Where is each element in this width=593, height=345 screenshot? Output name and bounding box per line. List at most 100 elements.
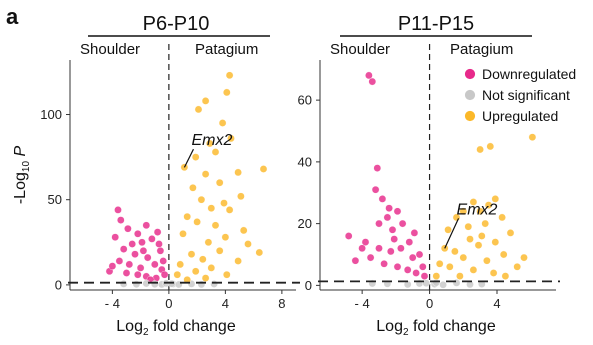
point-upregulated xyxy=(234,168,242,177)
point-upregulated xyxy=(211,221,220,230)
legend-item-downregulated: Downregulated xyxy=(464,66,576,82)
point-upregulated xyxy=(476,207,484,216)
point-downregulated xyxy=(420,272,429,280)
point-upregulated xyxy=(215,178,224,187)
point-downregulated xyxy=(368,77,377,86)
point-downregulated xyxy=(403,266,412,274)
point-downregulated xyxy=(415,250,424,259)
point-upregulated xyxy=(194,105,203,114)
point-downregulated xyxy=(418,262,427,271)
point-upregulated xyxy=(215,246,224,255)
point-not-significant xyxy=(167,279,176,288)
x-axis-title-suffix: fold change xyxy=(149,318,236,335)
point-downregulated xyxy=(397,244,405,253)
y-tick-label: 60 xyxy=(298,93,312,108)
point-upregulated xyxy=(179,229,187,238)
panel-p6-p10: P6-P10 Shoulder Patagium -Log10 P 050100… xyxy=(12,13,300,338)
point-upregulated xyxy=(477,232,486,240)
point-downregulated xyxy=(380,259,388,268)
point-upregulated xyxy=(484,201,493,209)
y-tick-label: 50 xyxy=(48,192,62,207)
point-upregulated xyxy=(176,260,184,269)
point-upregulated xyxy=(222,270,231,279)
point-upregulated xyxy=(445,262,454,271)
annotation-label: Emx2 xyxy=(191,132,232,149)
point-upregulated xyxy=(237,192,245,201)
legend-label-upregulated: Upregulated xyxy=(482,108,558,124)
point-upregulated xyxy=(204,238,213,247)
legend-label-not-significant: Not significant xyxy=(482,87,570,103)
point-upregulated xyxy=(197,195,206,204)
point-not-significant xyxy=(432,278,441,287)
point-upregulated xyxy=(469,266,478,274)
point-not-significant xyxy=(210,280,218,288)
annotation-leader xyxy=(444,218,460,249)
x-axis-title-prefix: Log xyxy=(376,318,403,335)
point-downregulated xyxy=(371,185,380,194)
legend-item-not-significant: Not significant xyxy=(464,87,570,103)
point-downregulated xyxy=(159,257,167,265)
point-upregulated xyxy=(255,248,264,257)
point-downregulated xyxy=(365,71,373,80)
plot-area-p11-p15: 0 20 40 60 - 4 0 4 Emx2 xyxy=(298,44,560,311)
legend: Downregulated Not significant Upregulate… xyxy=(464,66,576,124)
point-upregulated xyxy=(220,199,228,207)
panel-title: P6-P10 xyxy=(143,13,210,35)
point-downregulated xyxy=(393,262,402,271)
y-tick-label: 100 xyxy=(40,107,62,122)
point-upregulated xyxy=(499,250,508,259)
x-axis-title-sub: 2 xyxy=(403,327,409,338)
point-downregulated xyxy=(408,253,417,262)
point-upregulated xyxy=(466,235,474,243)
point-downregulated xyxy=(410,229,419,237)
point-downregulated xyxy=(131,250,139,258)
point-downregulated xyxy=(122,269,131,277)
x-tick-label: - 4 xyxy=(105,296,120,311)
point-upregulated xyxy=(244,240,252,248)
point-upregulated xyxy=(227,134,235,143)
point-downregulated xyxy=(108,262,117,270)
panel-letter: a xyxy=(6,4,19,29)
point-upregulated xyxy=(489,269,498,277)
point-upregulated xyxy=(506,229,515,237)
point-downregulated xyxy=(142,221,151,230)
point-upregulated xyxy=(451,247,459,256)
point-downregulated xyxy=(128,240,136,248)
x-axis-title-sub: 2 xyxy=(143,327,149,338)
group-label-right: Patagium xyxy=(450,41,513,58)
point-downregulated xyxy=(111,233,119,241)
point-upregulated xyxy=(201,274,210,282)
point-upregulated xyxy=(183,212,191,221)
x-axis-title: Log2 fold change xyxy=(376,318,496,338)
point-downregulated xyxy=(383,213,392,222)
point-downregulated xyxy=(344,232,353,240)
point-downregulated xyxy=(388,225,397,234)
point-upregulated xyxy=(187,250,196,258)
point-upregulated xyxy=(222,88,231,97)
x-tick-label: 8 xyxy=(278,296,285,311)
point-downregulated xyxy=(412,269,420,277)
point-downregulated xyxy=(375,244,383,253)
legend-swatch-upregulated xyxy=(464,110,476,122)
point-downregulated xyxy=(136,264,145,272)
legend-swatch-not-significant xyxy=(464,89,476,101)
point-upregulated xyxy=(481,219,490,228)
point-not-significant xyxy=(150,280,159,289)
point-downregulated xyxy=(133,270,142,279)
point-upregulated xyxy=(483,256,491,265)
point-downregulated xyxy=(160,270,169,279)
y-tick-label: 40 xyxy=(298,154,312,169)
panel-p11-p15: P11-P15 Shoulder Patagium 0 20 40 60 - 4 0 4 Em… xyxy=(298,13,577,338)
point-upregulated xyxy=(225,206,234,214)
point-upregulated xyxy=(205,139,214,148)
point-upregulated xyxy=(207,204,216,212)
point-upregulated xyxy=(173,270,182,279)
point-upregulated xyxy=(218,119,227,127)
point-upregulated xyxy=(464,222,473,231)
point-downregulated xyxy=(358,244,366,253)
point-upregulated xyxy=(528,133,537,141)
point-downregulated xyxy=(373,164,382,172)
point-upregulated xyxy=(491,195,500,203)
x-tick-label: 4 xyxy=(222,296,229,311)
group-label-right: Patagium xyxy=(195,41,258,58)
